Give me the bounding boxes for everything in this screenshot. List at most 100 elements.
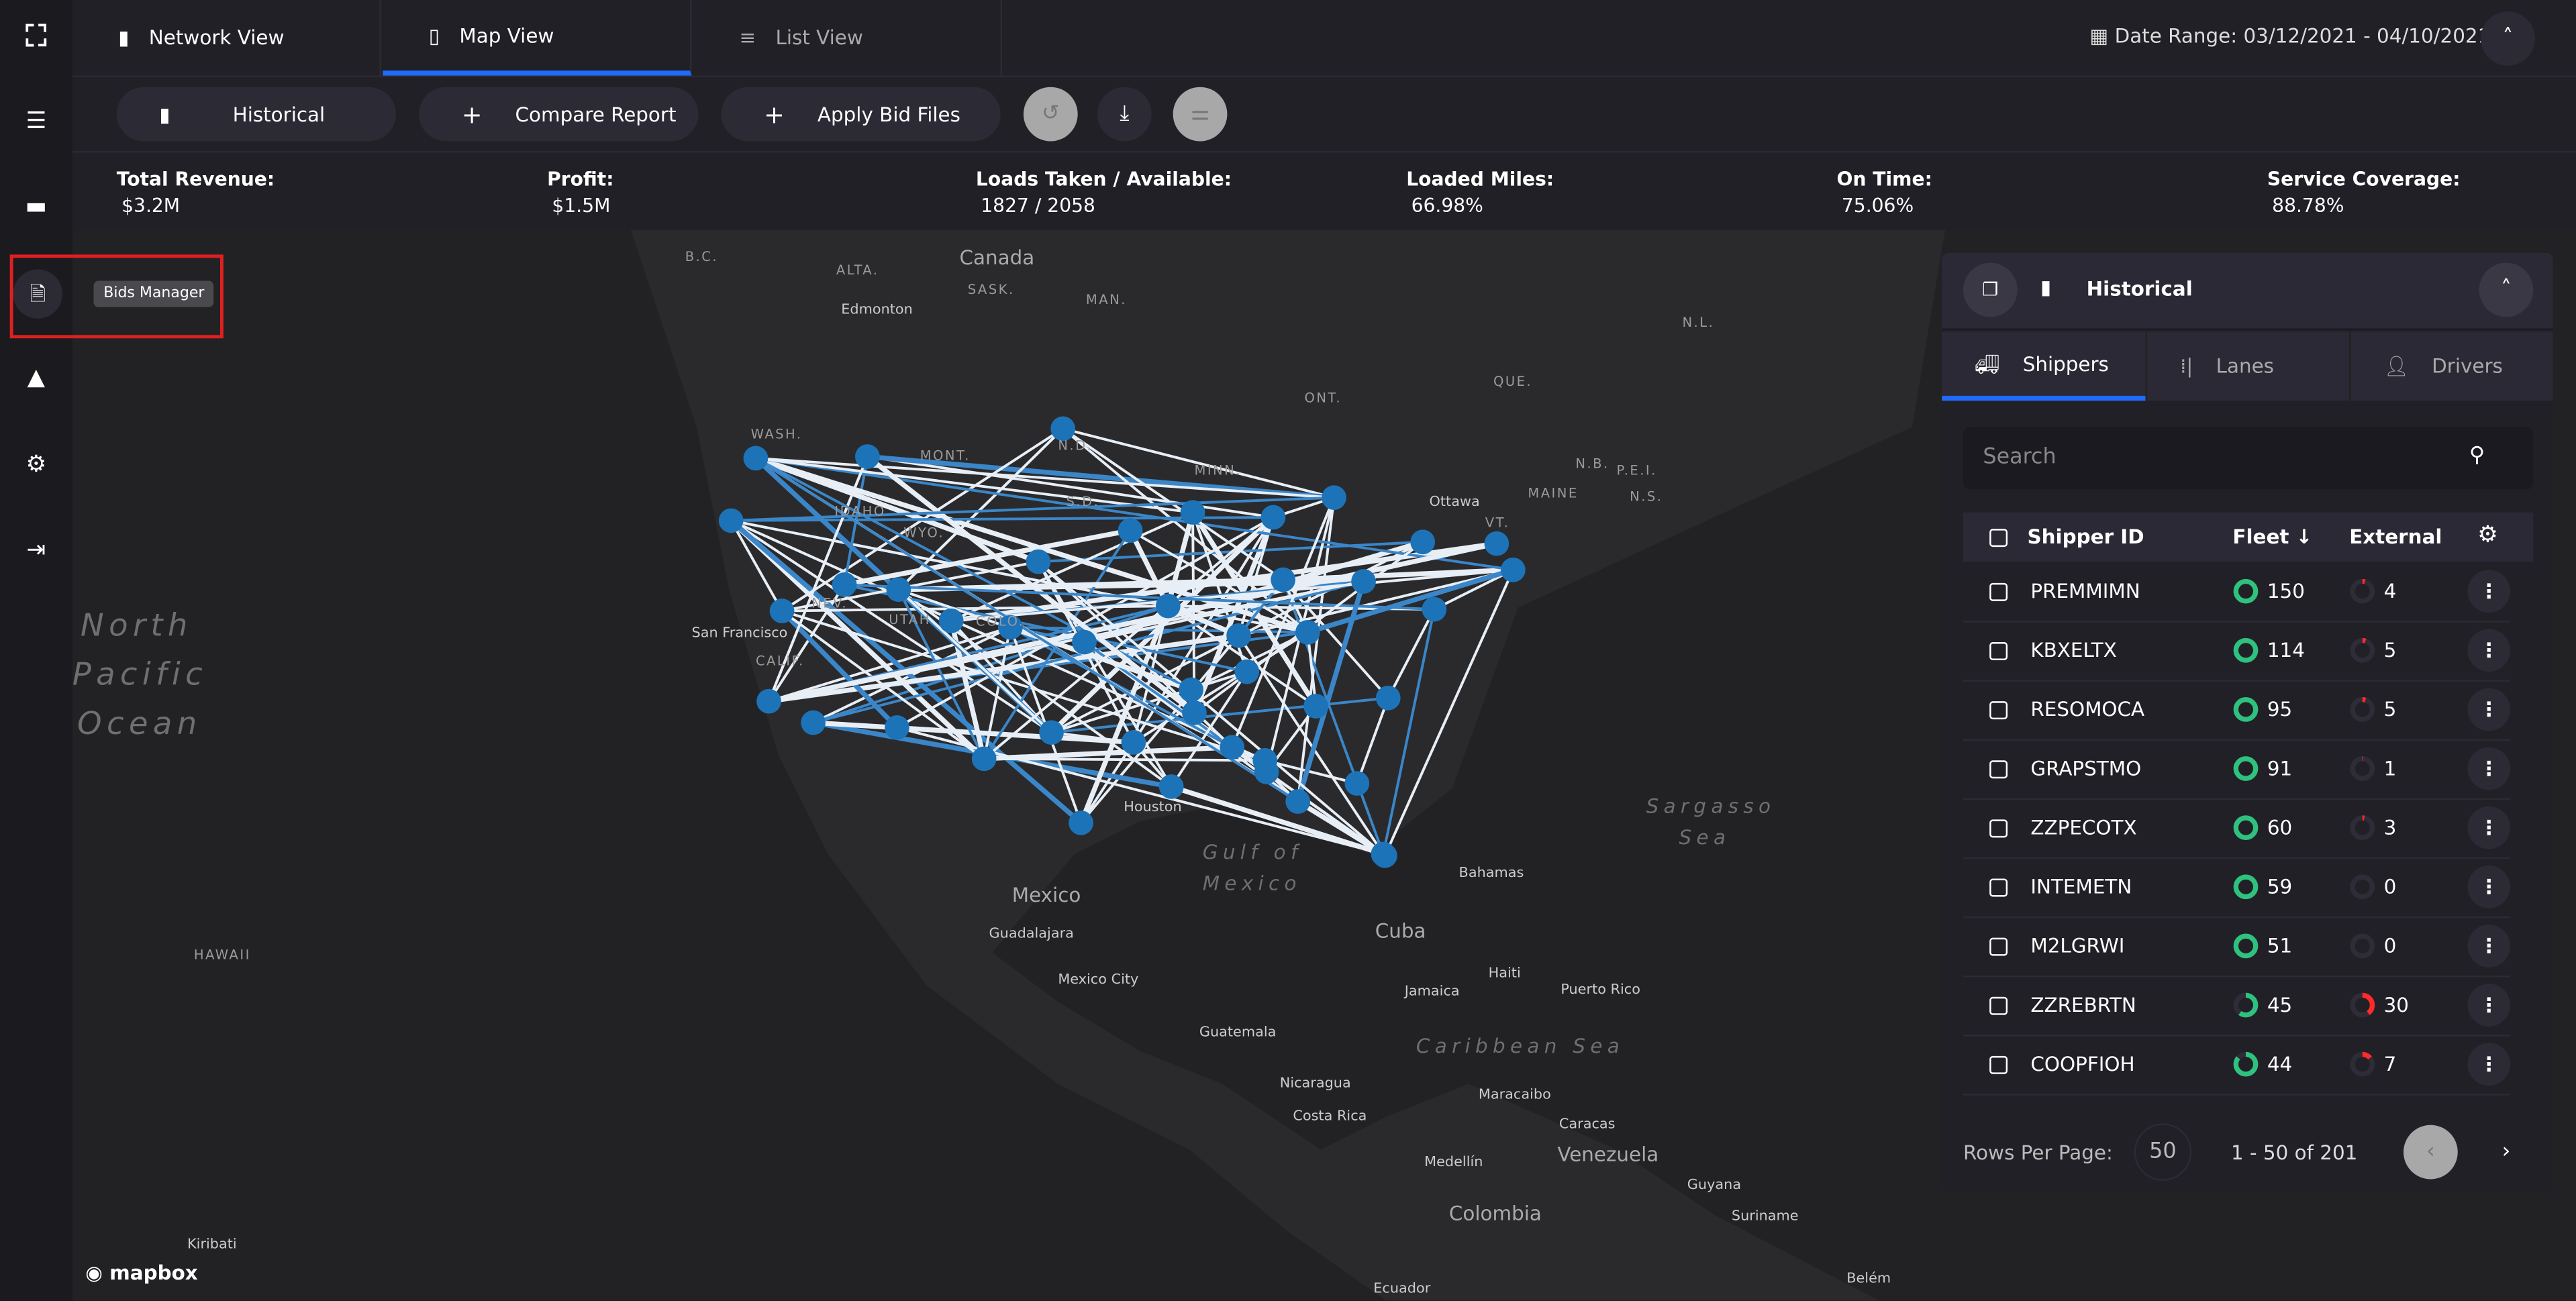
location-node[interactable]: [1155, 593, 1181, 619]
table-body[interactable]: PREMMIMN 150 4 ⋮ KBXELTX 114 5 ⋮ RESOMOC…: [1942, 562, 2553, 1113]
location-node[interactable]: [1484, 531, 1509, 556]
location-node[interactable]: [1351, 569, 1376, 594]
location-node[interactable]: [1220, 735, 1245, 760]
lane-edge[interactable]: [1283, 567, 1514, 582]
filter-button[interactable]: ⚌: [1173, 87, 1228, 142]
table-row[interactable]: RESOMOCA 95 5 ⋮: [1963, 680, 2511, 741]
more-options-icon[interactable]: ⋮: [2467, 806, 2511, 849]
lane-edge[interactable]: [768, 541, 1497, 704]
lane-edge[interactable]: [1382, 609, 1436, 855]
lane-edge[interactable]: [755, 456, 1334, 499]
lane-edge[interactable]: [844, 583, 1434, 611]
gear-icon[interactable]: ⚙: [26, 452, 47, 478]
lane-edge[interactable]: [1230, 497, 1336, 748]
next-page-button[interactable]: ›: [2479, 1125, 2534, 1180]
lane-edge[interactable]: [1306, 632, 1318, 707]
location-node[interactable]: [1118, 518, 1143, 543]
lane-edge[interactable]: [755, 456, 1193, 514]
lane-edge[interactable]: [1237, 517, 1275, 636]
location-node[interactable]: [1344, 771, 1370, 796]
lane-edge[interactable]: [1296, 497, 1336, 802]
location-node[interactable]: [1422, 596, 1447, 622]
more-options-icon[interactable]: ⋮: [2467, 925, 2511, 968]
location-node[interactable]: [1179, 677, 1203, 702]
tab-shippers[interactable]: 🚚︎ Shippers: [1942, 331, 2146, 401]
more-options-icon[interactable]: ⋮: [2467, 688, 2511, 731]
rows-per-page-select[interactable]: 50: [2134, 1123, 2192, 1181]
lane-edge[interactable]: [1170, 671, 1248, 788]
lane-edge[interactable]: [1383, 569, 1515, 857]
lane-edge[interactable]: [896, 516, 1274, 729]
lane-edge[interactable]: [767, 456, 869, 702]
location-node[interactable]: [1322, 485, 1346, 511]
lane-edge[interactable]: [983, 516, 1275, 760]
lane-edge[interactable]: [813, 720, 1134, 745]
lane-edge[interactable]: [984, 745, 1232, 762]
table-row[interactable]: GRAPSTMO 91 1 ⋮: [1963, 739, 2511, 800]
tab-network-view[interactable]: ▮ Network View: [72, 0, 381, 76]
row-checkbox[interactable]: [1989, 1055, 2008, 1074]
location-node[interactable]: [855, 444, 880, 469]
lane-edge[interactable]: [844, 527, 1131, 587]
alert-triangle-icon[interactable]: ▲: [27, 364, 46, 391]
lane-edge[interactable]: [1128, 529, 1171, 607]
apply-bid-files-button[interactable]: + Apply Bid Files: [721, 87, 1001, 142]
location-node[interactable]: [832, 572, 857, 597]
location-node[interactable]: [1158, 774, 1184, 799]
location-node[interactable]: [1050, 416, 1076, 441]
lane-edge[interactable]: [897, 588, 1052, 734]
more-options-icon[interactable]: ⋮: [2467, 629, 2511, 672]
location-node[interactable]: [997, 615, 1023, 640]
lane-edge[interactable]: [1171, 784, 1385, 857]
historical-button[interactable]: ▮ Historical: [116, 87, 396, 142]
table-row[interactable]: INTEMETN 59 0 ⋮: [1963, 857, 2511, 919]
column-shipper-id[interactable]: Shipper ID: [2027, 525, 2144, 549]
row-checkbox[interactable]: [1989, 996, 2008, 1015]
mapbox-logo[interactable]: ◉ mapbox: [85, 1261, 198, 1285]
history-button[interactable]: ↺: [1023, 87, 1078, 142]
lane-edge[interactable]: [781, 609, 1266, 762]
lane-edge[interactable]: [1296, 799, 1385, 856]
lane-edge[interactable]: [730, 519, 1052, 734]
location-node[interactable]: [1260, 505, 1286, 530]
date-range[interactable]: ▦ Date Range: 03/12/2021 - 04/10/2021: [2089, 25, 2490, 48]
location-node[interactable]: [1182, 700, 1207, 725]
location-node[interactable]: [743, 446, 769, 471]
logout-icon[interactable]: ⇥: [26, 537, 46, 564]
row-checkbox[interactable]: [1989, 878, 2008, 897]
lane-edge[interactable]: [897, 427, 1064, 591]
lane-edge[interactable]: [1079, 605, 1171, 824]
location-node[interactable]: [971, 746, 997, 772]
location-node[interactable]: [938, 608, 964, 633]
location-node[interactable]: [1410, 529, 1436, 555]
row-checkbox[interactable]: [1989, 582, 2008, 601]
collapse-button[interactable]: ˄: [2481, 11, 2535, 66]
row-checkbox[interactable]: [1989, 760, 2008, 779]
select-all-checkbox[interactable]: [1989, 529, 2008, 548]
lane-edge[interactable]: [767, 584, 846, 702]
location-node[interactable]: [1371, 841, 1396, 867]
lane-edge[interactable]: [1282, 578, 1389, 699]
location-node[interactable]: [1375, 685, 1401, 711]
compare-report-button[interactable]: + Compare Report: [419, 87, 699, 142]
location-node[interactable]: [1180, 500, 1205, 525]
lane-edge[interactable]: [1265, 759, 1358, 785]
tab-drivers[interactable]: 👤︎ Drivers: [2349, 331, 2553, 401]
layers-button[interactable]: ❐: [1963, 262, 2018, 317]
location-node[interactable]: [1226, 623, 1251, 648]
location-node[interactable]: [801, 710, 826, 735]
lane-edge[interactable]: [844, 583, 1248, 674]
lane-edge[interactable]: [730, 519, 783, 612]
column-fleet[interactable]: Fleet ↓: [2232, 525, 2313, 549]
logo-icon[interactable]: ⛶: [26, 19, 47, 54]
location-node[interactable]: [718, 508, 744, 533]
location-node[interactable]: [769, 599, 795, 623]
lane-edge[interactable]: [781, 609, 985, 760]
more-options-icon[interactable]: ⋮: [2467, 747, 2511, 790]
location-node[interactable]: [1271, 567, 1296, 592]
lane-edge[interactable]: [1433, 568, 1514, 611]
search-input[interactable]: Search ⚲: [1963, 427, 2534, 490]
lane-edge[interactable]: [867, 454, 1334, 501]
lane-edge[interactable]: [1355, 697, 1390, 784]
lane-edge[interactable]: [951, 568, 1514, 623]
